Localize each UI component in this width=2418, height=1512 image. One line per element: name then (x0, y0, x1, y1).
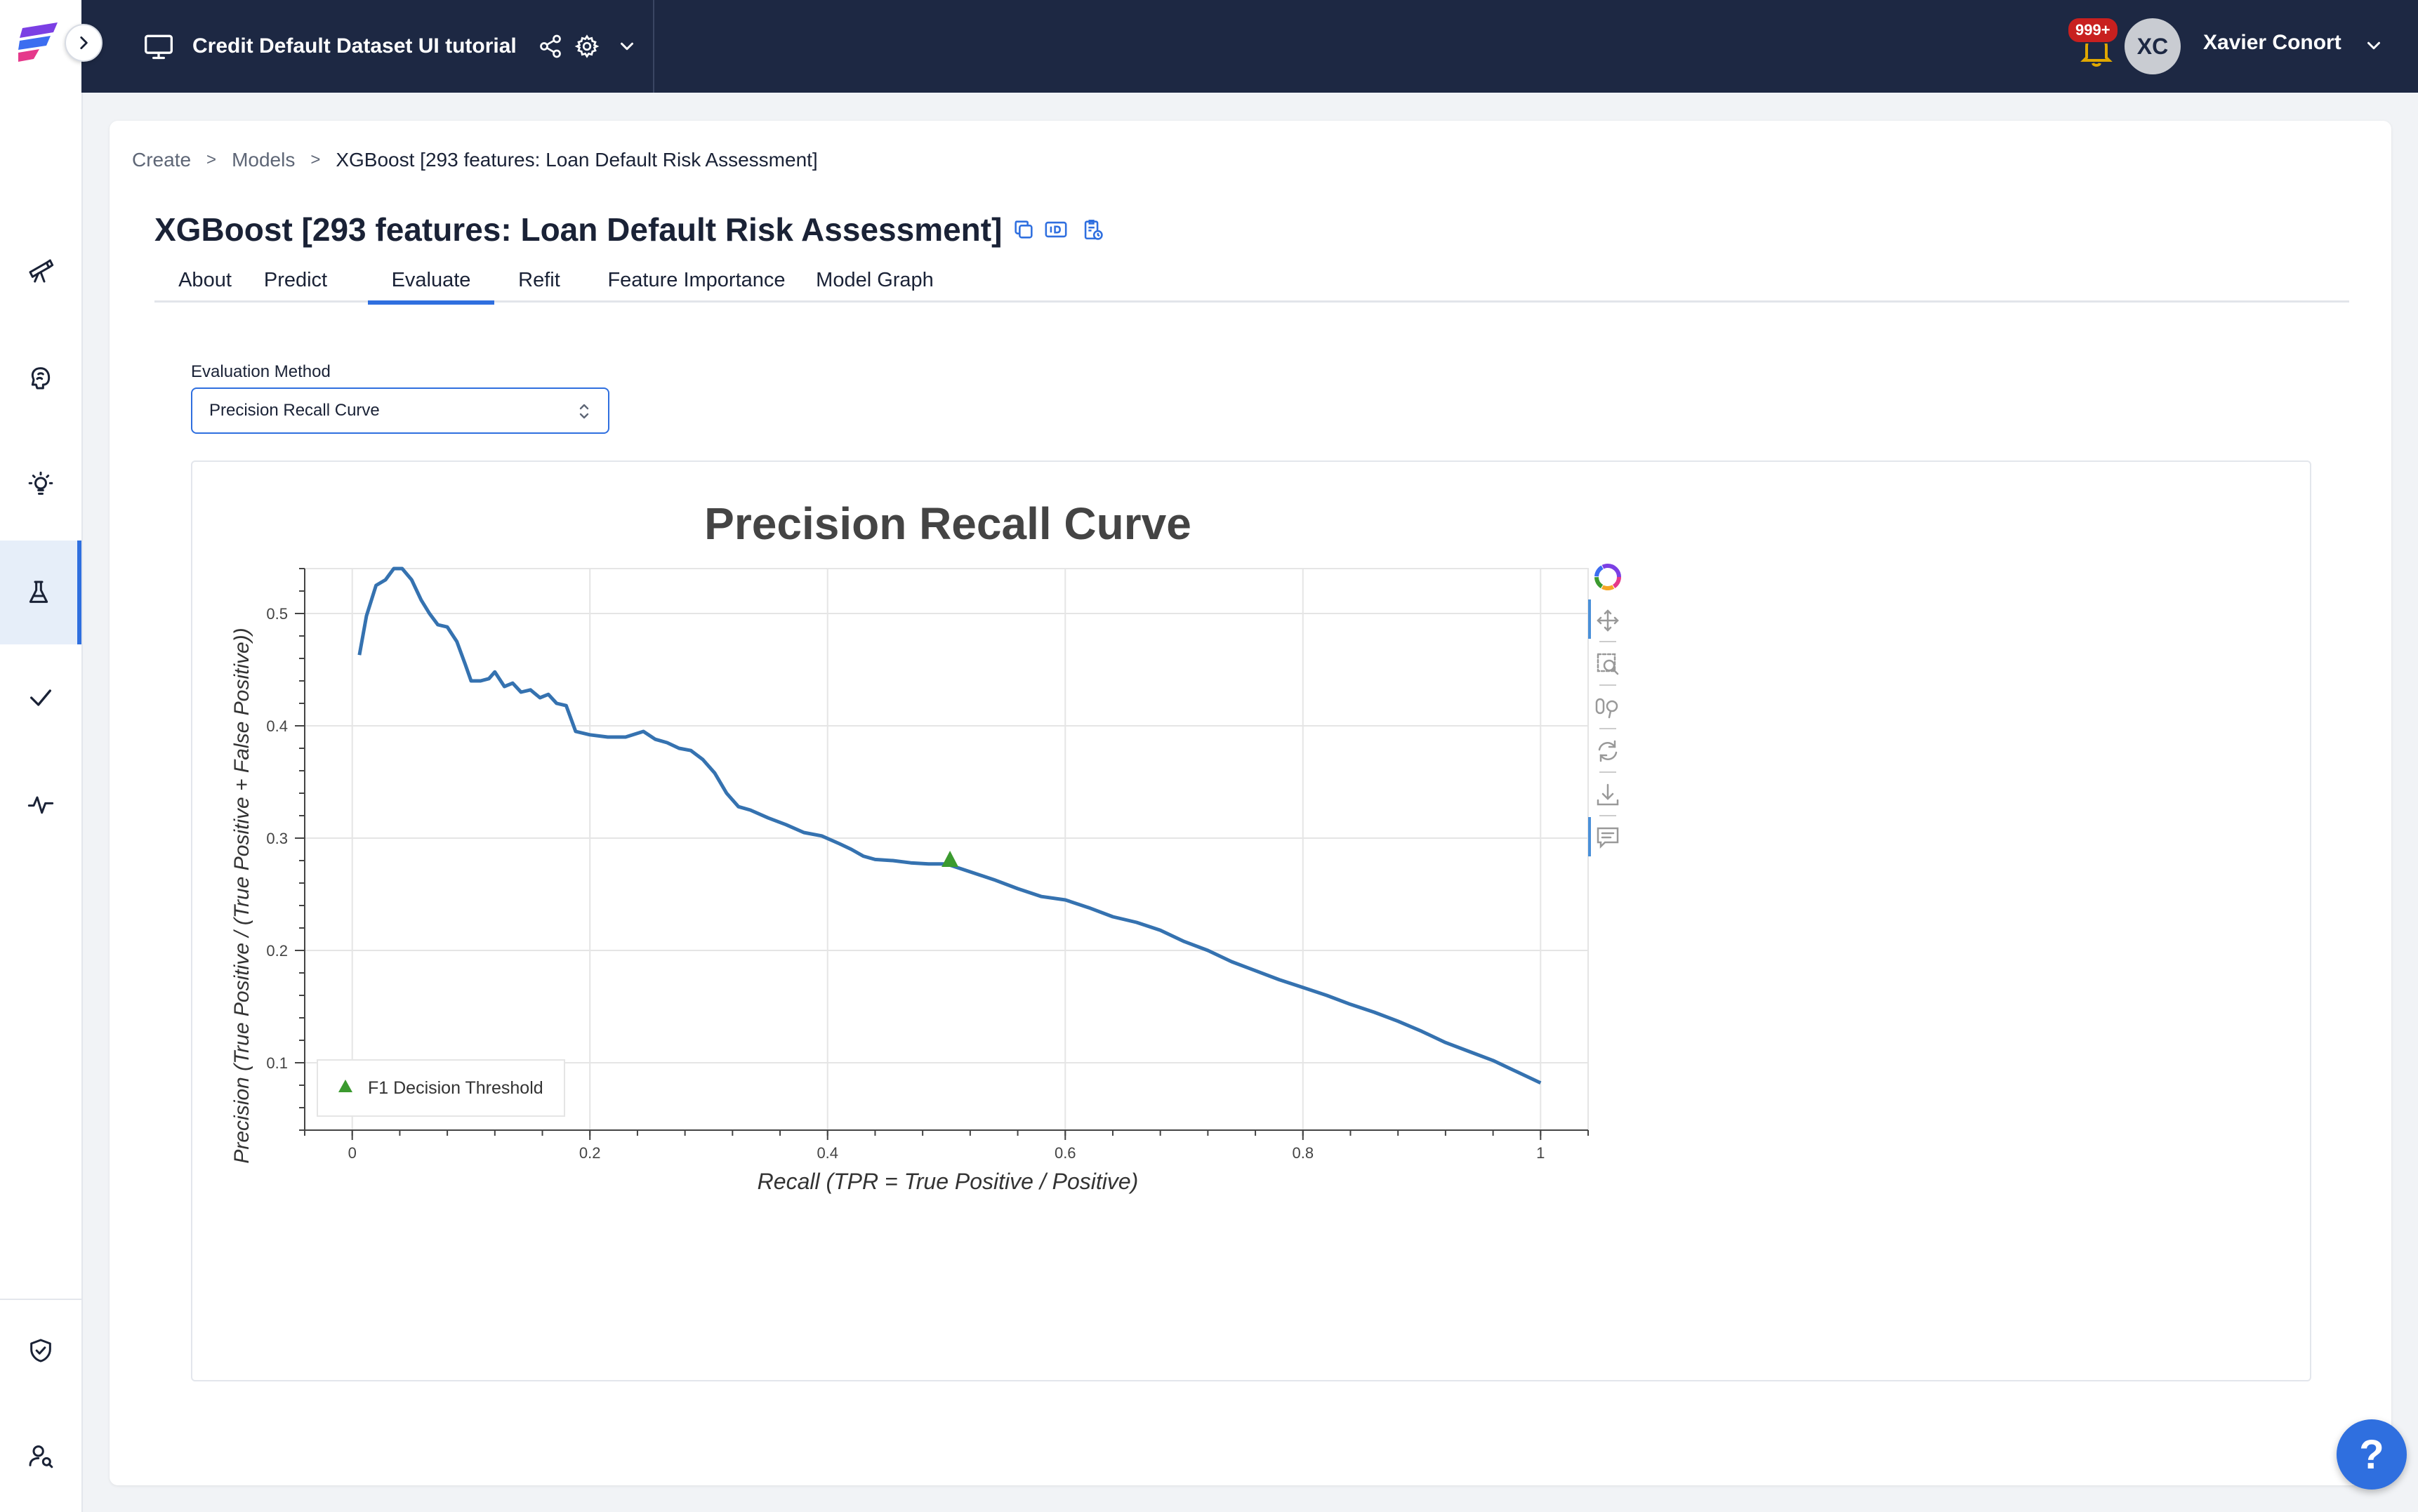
chart-container: 0 0.2 0.4 0.6 0.8 1 0.1 0.2 0.3 0.4 0.5 F1 Decisio… (191, 460, 2311, 1381)
breadcrumb-current: XGBoost [293 features: Loan Default Risk… (336, 149, 818, 171)
tab-about[interactable]: About (178, 269, 232, 291)
toolbar-active-indicator (1588, 599, 1591, 639)
y-axis-label: Precision (True Positive / (True Positiv… (230, 628, 253, 1163)
breadcrumb: Create > Models > XGBoost [293 features:… (132, 149, 818, 171)
chart-legend (317, 1059, 565, 1117)
app-logo-icon[interactable] (18, 18, 63, 63)
breadcrumb-separator: > (206, 150, 217, 169)
chevron-right-icon (80, 37, 88, 49)
tab-predict[interactable]: Predict (263, 269, 328, 291)
top-bar: Credit Default Dataset UI tutorial 999+ … (81, 0, 2418, 93)
tab-evaluate[interactable]: Evaluate (368, 270, 494, 305)
wheel-zoom-icon[interactable] (1595, 698, 1618, 719)
gear-icon[interactable] (574, 34, 600, 59)
checkmark-icon (30, 689, 52, 706)
x-tick-label: 0.8 (1292, 1144, 1314, 1162)
bokeh-logo-icon[interactable] (1594, 564, 1621, 590)
y-tick-label: 0.3 (266, 830, 288, 847)
precision-recall-line (357, 566, 1542, 1085)
chevron-down-icon[interactable] (2363, 35, 2384, 56)
x-tick-label: 0.6 (1055, 1144, 1076, 1162)
x-axis-label: Recall (TPR = True Positive / Positive) (758, 1169, 1139, 1194)
sidebar-item-monitor[interactable] (0, 752, 81, 856)
f1-threshold-marker[interactable] (942, 851, 959, 867)
page-title: XGBoost [293 features: Loan Default Risk… (154, 211, 1003, 248)
y-tick-label: 0.4 (266, 717, 288, 735)
y-tick-label: 0.5 (266, 605, 288, 623)
tab-bar: About Predict Evaluate Refit Feature Imp… (154, 269, 2349, 305)
clipboard-clock-icon[interactable] (1081, 218, 1104, 241)
copy-icon[interactable] (1012, 218, 1036, 241)
share-icon[interactable] (538, 34, 563, 59)
plot-frame (304, 568, 1589, 1131)
breadcrumb-models[interactable]: Models (232, 149, 296, 171)
breadcrumb-separator: > (310, 150, 321, 169)
main-content: Create > Models > XGBoost [293 features:… (110, 121, 2407, 1490)
sidebar-item-validate[interactable] (0, 646, 81, 750)
tab-refit[interactable]: Refit (518, 269, 560, 291)
telescope-icon (29, 259, 54, 283)
sidebar-item-users[interactable] (0, 1404, 81, 1508)
project-header: Credit Default Dataset UI tutorial (81, 0, 654, 93)
expand-sidebar-button[interactable] (65, 24, 103, 62)
evaluation-method-value: Precision Recall Curve (209, 401, 380, 420)
sidebar (0, 0, 103, 1512)
select-updown-icon (579, 404, 589, 419)
lightbulb-icon (28, 471, 53, 495)
x-tick-label: 1 (1536, 1144, 1545, 1162)
user-name[interactable]: Xavier Conort (2203, 31, 2341, 54)
chevron-down-icon[interactable] (616, 36, 637, 57)
precision-recall-chart[interactable]: 0 0.2 0.4 0.6 0.8 1 0.1 0.2 0.3 0.4 0.5 F1 Decisio… (192, 462, 2310, 1380)
tab-model-graph[interactable]: Model Graph (816, 269, 934, 291)
x-tick-label: 0.2 (579, 1144, 601, 1162)
help-icon: ? (2359, 1431, 2384, 1478)
shield-icon (30, 1339, 51, 1362)
brain-icon (31, 367, 51, 390)
project-title: Credit Default Dataset UI tutorial (192, 34, 517, 58)
evaluation-method-label: Evaluation Method (191, 362, 331, 381)
sidebar-item-models[interactable] (0, 326, 81, 430)
evaluation-method-select[interactable]: Precision Recall Curve (191, 387, 609, 434)
chart-title: Precision Recall Curve (704, 498, 1191, 549)
legend-marker (338, 1080, 352, 1092)
x-tick-label: 0 (348, 1144, 357, 1162)
legend-entry-label: F1 Decision Threshold (368, 1078, 543, 1098)
sidebar-item-governance[interactable] (0, 1299, 81, 1402)
help-button[interactable]: ? (2337, 1419, 2407, 1490)
y-tick-label: 0.1 (266, 1054, 288, 1072)
id-card-icon[interactable] (1044, 218, 1068, 241)
activity-pulse-icon (27, 796, 54, 814)
sidebar-item-explore[interactable] (0, 219, 81, 323)
chart-toolbar (1588, 564, 1621, 856)
sidebar-item-experiments[interactable] (0, 541, 81, 644)
pan-icon[interactable] (1597, 609, 1619, 632)
toolbar-active-indicator (1588, 817, 1591, 856)
page-title-row: XGBoost [293 features: Loan Default Risk… (154, 211, 1104, 248)
hover-tooltip-icon[interactable] (1597, 827, 1619, 849)
box-zoom-icon[interactable] (1597, 653, 1619, 675)
sidebar-divider (0, 1299, 81, 1300)
notification-badge: 999+ (2067, 17, 2119, 44)
avatar[interactable]: XC (2125, 18, 2181, 74)
save-download-icon[interactable] (1597, 783, 1619, 806)
monitor-icon (145, 34, 173, 60)
x-tick-label: 0.4 (817, 1144, 838, 1162)
breadcrumb-create[interactable]: Create (132, 149, 192, 171)
user-search-icon (29, 1445, 53, 1468)
reset-icon[interactable] (1598, 740, 1618, 762)
sidebar-item-insights[interactable] (0, 432, 81, 536)
y-tick-label: 0.2 (266, 942, 288, 960)
flask-icon (29, 581, 48, 603)
tab-feature-importance[interactable]: Feature Importance (607, 269, 786, 291)
